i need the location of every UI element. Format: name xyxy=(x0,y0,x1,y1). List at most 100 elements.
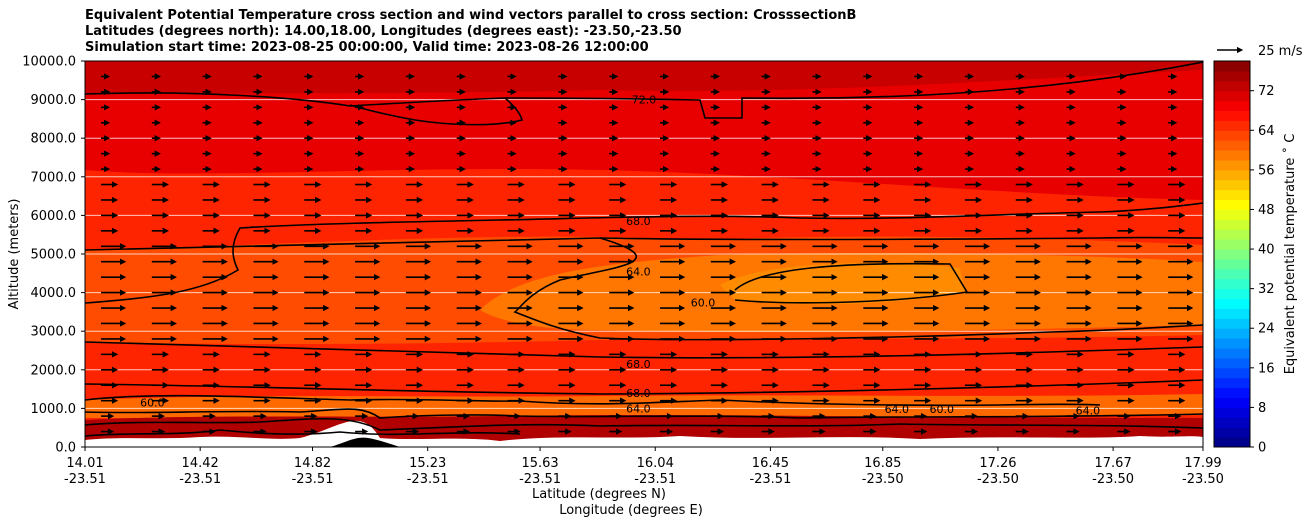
y-tick-label: 4000.0 xyxy=(31,286,77,301)
contour-label: 60.0 xyxy=(140,397,165,410)
contour-line-60-near-surface xyxy=(85,417,1203,431)
colorbar-frame xyxy=(1213,60,1251,448)
quiver-key-label: 25 m/s xyxy=(1258,44,1303,59)
colorbar-segment xyxy=(1214,367,1250,379)
colorbar-segment xyxy=(1214,249,1250,260)
colorbar-segment xyxy=(1214,80,1250,92)
colorbar: 0 8 16 24 32 40 48 56 64 72 xyxy=(1213,60,1275,456)
title-line-1: Equivalent Potential Temperature cross s… xyxy=(85,8,857,23)
colorbar-tick-label: 24 xyxy=(1258,322,1275,337)
colorbar-segment xyxy=(1214,100,1250,111)
colorbar-tick-label: 8 xyxy=(1258,401,1266,416)
title-line-2: Latitudes (degrees north): 14.00,18.00, … xyxy=(85,24,682,39)
colorbar-segment xyxy=(1214,229,1250,240)
x-tick-label-lat: 14.82 xyxy=(294,456,331,471)
colorbar-segment xyxy=(1214,239,1250,250)
colorbar-segment xyxy=(1214,189,1250,201)
colorbar-tick-label: 72 xyxy=(1258,84,1275,99)
x-tick-label-lat: 15.23 xyxy=(409,456,446,471)
y-tick-label: 6000.0 xyxy=(31,209,77,224)
colorbar-segment xyxy=(1214,387,1250,399)
colorbar-tick-label: 0 xyxy=(1258,441,1266,456)
contour-label: 64.0 xyxy=(626,402,651,415)
colorbar-segment xyxy=(1214,338,1250,349)
contour-line-64-bottom xyxy=(85,394,1101,407)
contour-line-64-mid xyxy=(599,236,1203,241)
colorbar-segment xyxy=(1214,150,1250,161)
x-tick-label-lon: -23.51 xyxy=(634,472,676,487)
y-axis: 0.0 1000.0 2000.0 3000.0 4000.0 5000.0 6000.0 7… xyxy=(22,55,85,456)
colorbar-tick-label: 32 xyxy=(1258,282,1275,297)
colorbar-segment xyxy=(1214,417,1250,428)
x-tick-label-lon: -23.50 xyxy=(862,472,904,487)
x-tick-label-lat: 15.63 xyxy=(521,456,558,471)
x-tick-label-lat: 17.99 xyxy=(1184,456,1221,471)
colorbar-segment xyxy=(1214,308,1250,319)
colorbar-tick-label: 16 xyxy=(1258,361,1275,376)
y-tick-label: 8000.0 xyxy=(31,132,77,147)
contour-label: 68.0 xyxy=(626,215,651,228)
colorbar-segment xyxy=(1214,61,1250,72)
colorbar-label: Equivalent potential temperature ˚ C xyxy=(1282,134,1298,375)
colorbar-segment xyxy=(1214,348,1250,359)
colorbar-tick-label: 56 xyxy=(1258,163,1275,178)
colorbar-tick-label: 48 xyxy=(1258,203,1275,218)
colorbar-segment xyxy=(1214,258,1250,270)
x-tick-label-lon: -23.50 xyxy=(1182,472,1224,487)
x-axis-label-lat: Latitude (degrees N) xyxy=(532,487,666,502)
colorbar-segment xyxy=(1214,209,1250,220)
contour-label: 64.0 xyxy=(626,265,651,278)
x-tick-label-lon: -23.51 xyxy=(749,472,791,487)
colorbar-segment xyxy=(1214,427,1250,438)
x-axis-label-lon: Longitude (degrees E) xyxy=(559,503,703,518)
contour-label: 60.0 xyxy=(691,296,716,309)
colorbar-tick-label: 40 xyxy=(1258,243,1275,258)
colorbar-segment xyxy=(1214,140,1250,151)
colorbar-segment xyxy=(1214,110,1250,121)
colorbar-segment xyxy=(1214,130,1250,141)
colorbar-segment xyxy=(1214,179,1250,191)
contour-label: 64.0 xyxy=(885,403,910,416)
x-tick-label-lat: 16.85 xyxy=(864,456,901,471)
colorbar-segment xyxy=(1214,318,1250,329)
contour-line-64-upper xyxy=(85,237,1203,341)
colorbar-segment xyxy=(1214,407,1250,418)
x-tick-label-lat: 17.67 xyxy=(1095,456,1132,471)
wind-vectors xyxy=(101,73,1194,435)
contour-label: 68.0 xyxy=(626,387,651,400)
x-tick-label-lon: -23.50 xyxy=(977,472,1019,487)
x-tick-label-lat: 17.26 xyxy=(979,456,1016,471)
fill-top-76 xyxy=(85,61,1203,95)
x-tick-label-lon: -23.51 xyxy=(407,472,449,487)
terrain-peak xyxy=(330,437,400,447)
colorbar-segment xyxy=(1214,70,1250,82)
y-tick-label: 2000.0 xyxy=(31,363,77,378)
contour-line-68-lower xyxy=(85,341,1203,359)
contour-line-56-surface xyxy=(85,429,521,437)
contour-label: 72.0 xyxy=(632,94,657,107)
x-tick-label-lat: 16.04 xyxy=(637,456,674,471)
colorbar-segment xyxy=(1214,377,1250,389)
y-tick-label: 7000.0 xyxy=(31,170,77,185)
contour-line-68-bottom xyxy=(85,379,1203,395)
colorbar-segment xyxy=(1214,169,1250,181)
colorbar-segment xyxy=(1214,278,1250,290)
colorbar-segment xyxy=(1214,288,1250,300)
x-tick-label-lon: -23.51 xyxy=(64,472,106,487)
x-tick-label-lon: -23.50 xyxy=(1092,472,1134,487)
colorbar-segment xyxy=(1214,219,1250,230)
colorbar-segment xyxy=(1214,268,1250,280)
colorbar-segment xyxy=(1214,328,1250,339)
colorbar-segment xyxy=(1214,357,1250,369)
colorbar-segment xyxy=(1214,397,1250,408)
contour-label: 60.0 xyxy=(930,403,955,416)
y-tick-label: 1000.0 xyxy=(31,402,77,417)
y-tick-label: 3000.0 xyxy=(31,325,77,340)
colorbar-segment xyxy=(1214,159,1250,171)
x-tick-label-lat: 14.01 xyxy=(66,456,103,471)
contour-line-68-upper xyxy=(85,202,1203,304)
x-tick-label-lat: 16.45 xyxy=(752,456,789,471)
y-tick-label: 5000.0 xyxy=(31,248,77,263)
y-tick-label: 10000.0 xyxy=(22,55,76,70)
colorbar-segment xyxy=(1214,298,1250,309)
